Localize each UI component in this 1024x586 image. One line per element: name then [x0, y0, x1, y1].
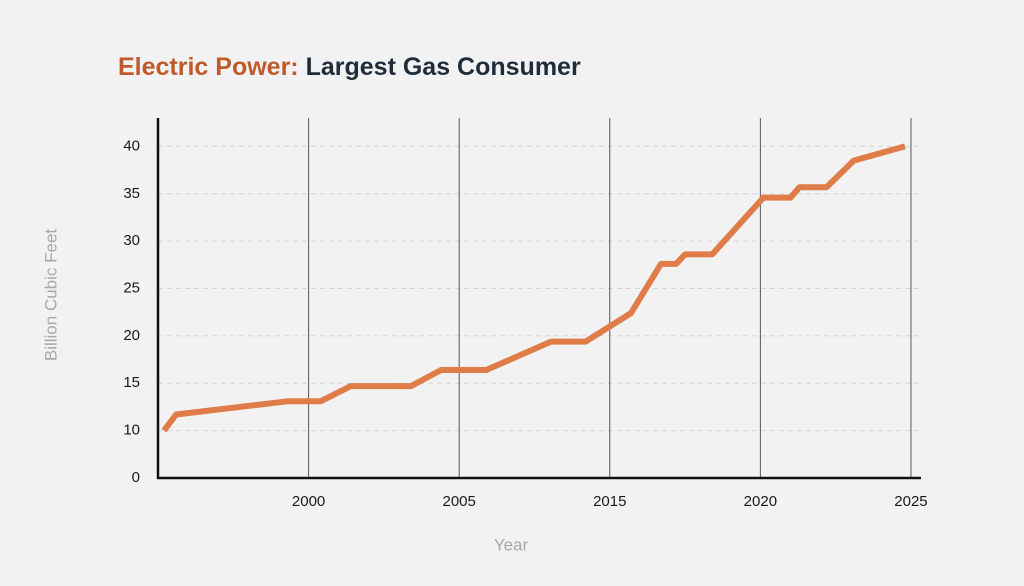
x-tick-label: 2025 — [894, 493, 927, 510]
y-tick-label: 15 — [123, 374, 140, 391]
title-main: Largest Gas Consumer — [306, 53, 581, 81]
y-tick-label: 10 — [123, 422, 140, 439]
grid — [158, 118, 920, 479]
x-tick-label: 2005 — [442, 493, 475, 510]
x-tick-label: 2000 — [292, 493, 325, 510]
x-tick-label: 2015 — [593, 493, 626, 510]
title-highlight: Electric Power: — [118, 53, 299, 81]
data-line — [161, 143, 906, 433]
plot — [161, 143, 906, 433]
chart-title: Electric Power: Largest Gas Consumer — [118, 53, 581, 81]
y-tick-label: 25 — [123, 279, 140, 296]
y-tick-label: 0 — [132, 469, 140, 486]
x-axis-title: Year — [494, 535, 529, 554]
y-tick-label: 35 — [123, 185, 140, 202]
y-tick-label: 40 — [123, 137, 140, 154]
x-tick-label: 2020 — [744, 493, 777, 510]
y-tick-label: 30 — [123, 232, 140, 249]
y-axis-title: Billion Cubic Feet — [41, 229, 60, 362]
y-tick-label: 20 — [123, 327, 140, 344]
